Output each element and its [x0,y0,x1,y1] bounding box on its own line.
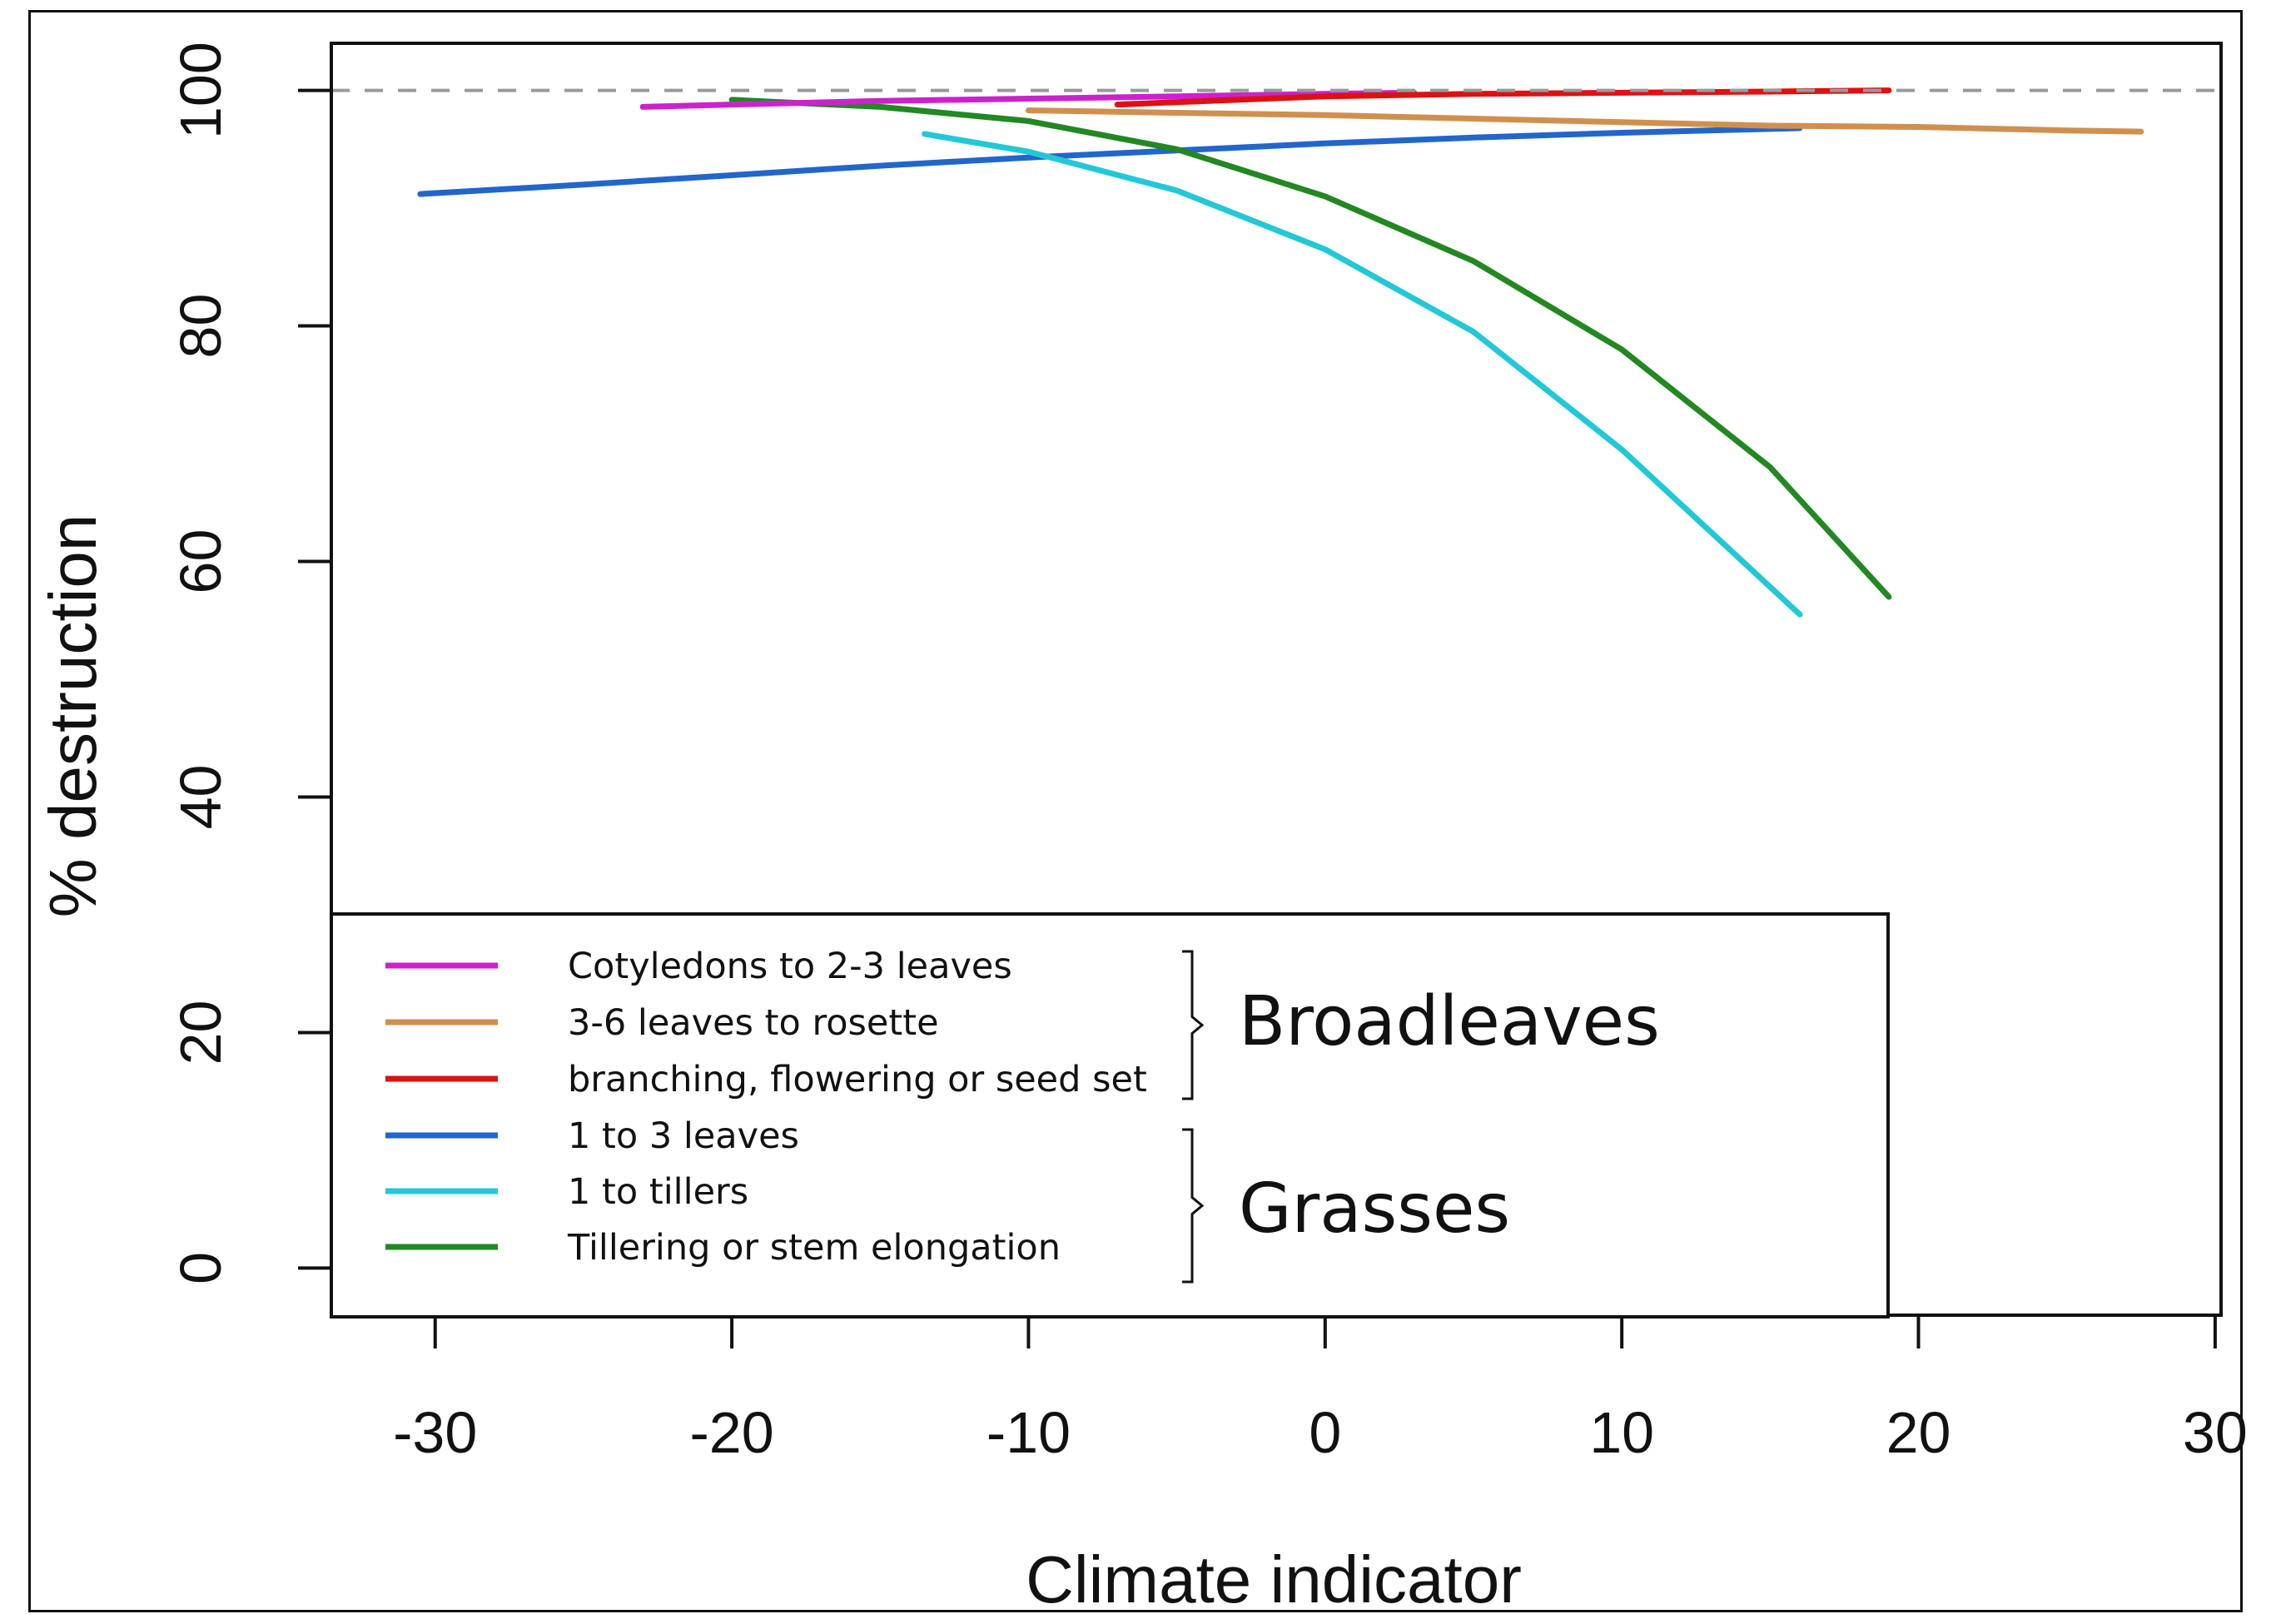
x-tick-label: -10 [986,1400,1071,1465]
legend-group-brace [1182,950,1205,1100]
legend-group-label: Grasses [1239,1170,1510,1249]
legend-box [330,912,1890,1319]
y-tick-label: 80 [168,294,233,359]
series-line-3 [417,125,1803,197]
x-axis-title: Climate indicator [1026,1542,1522,1617]
series-lines [417,87,2144,618]
series-line-4 [922,131,1803,618]
y-tick-label: 0 [168,1252,233,1284]
legend-label: 1 to 3 leaves [568,1115,799,1157]
x-tick-label: 30 [2183,1400,2248,1465]
y-tick-label: 40 [168,765,233,830]
legend-label: 3-6 leaves to rosette [568,1002,939,1044]
legend: Cotyledons to 2-3 leaves 3-6 leaves to ro… [330,912,1890,1319]
x-tick-label: -20 [689,1400,773,1465]
x-tick-label: 10 [1589,1400,1654,1465]
series-line-1 [1025,107,2144,135]
legend-label: branching, flowering or seed set [568,1059,1147,1100]
axes: -30 -20 -10 0 10 20 30 0 20 40 60 80 100 [168,42,2248,1465]
x-tick-label: 0 [1309,1400,1341,1465]
legend-label: 1 to tillers [568,1171,748,1213]
y-tick-label: 20 [168,1001,233,1065]
x-tick-label: 20 [1886,1400,1951,1465]
figure-frame [28,10,2243,1612]
y-tick-label: 60 [168,529,233,594]
legend-label: Tillering or stem elongation [567,1227,1061,1269]
series-line-5 [728,97,1892,600]
y-axis-title: % destruction [36,514,110,918]
legend-group-label: Broadleaves [1239,982,1660,1061]
x-tick-label: -30 [393,1400,477,1465]
y-tick-label: 100 [168,42,233,139]
legend-label: Cotyledons to 2-3 leaves [568,946,1012,987]
legend-group-brace [1182,1128,1205,1284]
